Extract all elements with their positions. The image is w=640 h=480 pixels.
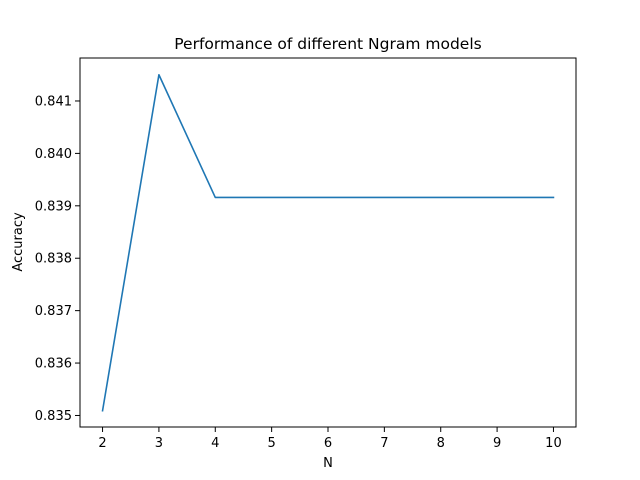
x-tick-label: 9 xyxy=(493,436,501,451)
y-tick-label: 0.837 xyxy=(35,304,72,319)
x-tick-label: 7 xyxy=(380,436,388,451)
x-tick-label: 2 xyxy=(98,436,106,451)
series-line xyxy=(101,73,555,412)
y-tick-label: 0.835 xyxy=(35,409,72,424)
x-axis-label: N xyxy=(323,456,333,471)
plot-area xyxy=(101,73,555,412)
x-tick-label: 5 xyxy=(267,436,275,451)
chart-title: Performance of different Ngram models xyxy=(174,35,481,53)
x-tick-label: 3 xyxy=(155,436,163,451)
x-axis: 2 3 4 5 6 7 8 9 10 xyxy=(98,427,562,451)
x-tick-label: 4 xyxy=(211,436,219,451)
plot-frame xyxy=(79,57,577,428)
x-tick-label: 8 xyxy=(437,436,445,451)
y-axis-label: Accuracy xyxy=(11,212,26,272)
y-tick-label: 0.836 xyxy=(35,357,72,372)
y-tick-label: 0.839 xyxy=(35,199,72,214)
y-tick-label: 0.838 xyxy=(35,252,72,267)
y-axis: 0.835 0.836 0.837 0.838 0.839 0.840 0.841 xyxy=(35,94,80,424)
x-tick-label: 6 xyxy=(324,436,332,451)
y-tick-label: 0.840 xyxy=(35,147,72,162)
y-tick-label: 0.841 xyxy=(35,94,72,109)
x-tick-label: 10 xyxy=(545,436,562,451)
